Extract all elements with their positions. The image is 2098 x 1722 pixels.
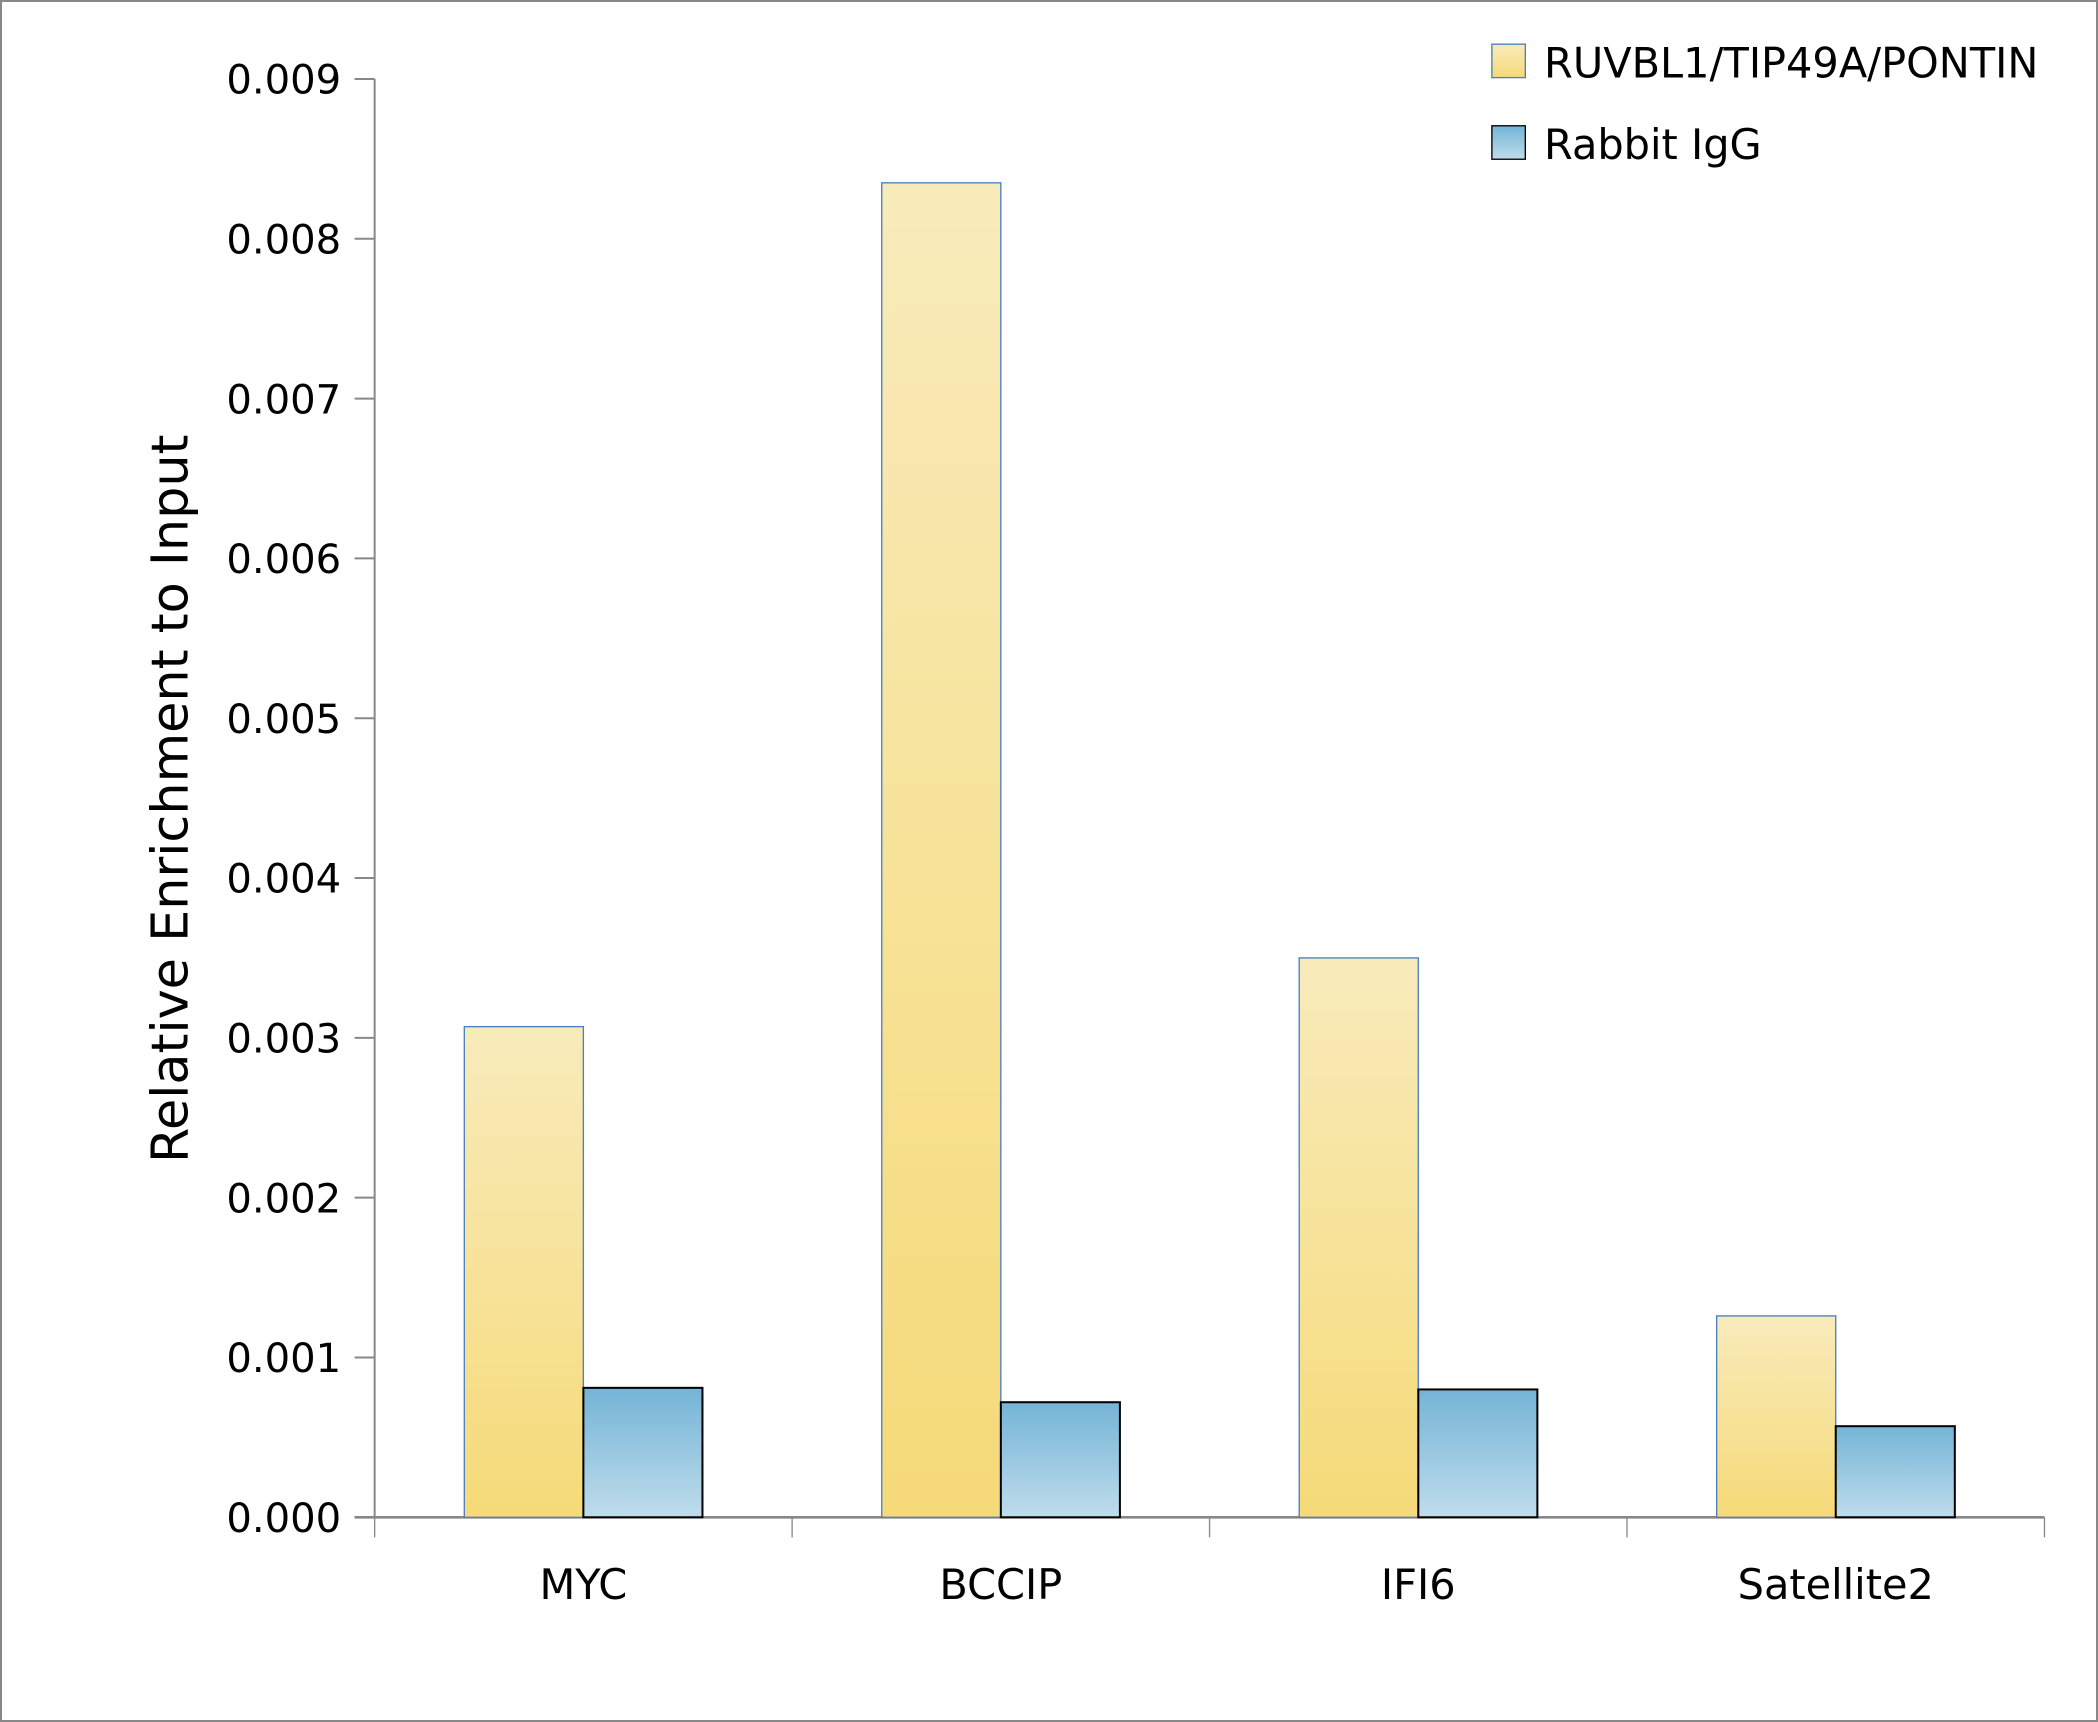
x-category-label: Satellite2: [1738, 1561, 1934, 1609]
legend-label-rabbit-igg: Rabbit IgG: [1544, 121, 1762, 169]
x-category-label: BCCIP: [939, 1561, 1062, 1609]
bar-myc-rabbit-igg: [582, 1386, 704, 1519]
y-tick-label: 0.009: [226, 58, 341, 104]
x-category-label: IFI6: [1381, 1561, 1456, 1609]
x-category-label: MYC: [539, 1561, 627, 1609]
bar-satellite2-rabbit-igg: [1834, 1425, 1956, 1519]
y-tick-label: 0.004: [226, 857, 341, 903]
bar-ifi6-ruvbl1: [1298, 957, 1419, 1518]
y-tick-label: 0.001: [226, 1336, 341, 1382]
legend-swatch-ruvbl1: [1491, 43, 1526, 79]
y-tick-label: 0.000: [226, 1496, 341, 1542]
bar-bccip-ruvbl1: [881, 182, 1002, 1518]
bar-ifi6-rabbit-igg: [1417, 1388, 1539, 1519]
y-tick-label: 0.005: [226, 697, 341, 743]
legend-swatch-rabbit-igg: [1491, 125, 1526, 160]
y-axis-label: Relative Enrichment to Input: [140, 435, 199, 1164]
legend-label-ruvbl1: RUVBL1/TIP49A/PONTIN: [1544, 40, 2038, 88]
bar-myc-ruvbl1: [463, 1025, 585, 1518]
legend: RUVBL1/TIP49A/PONTIN Rabbit IgG: [1491, 40, 2038, 169]
y-tick-label: 0.008: [226, 217, 341, 263]
y-tick-label: 0.002: [226, 1176, 341, 1222]
bar-bccip-rabbit-igg: [999, 1401, 1121, 1519]
y-tick-label: 0.003: [226, 1017, 341, 1063]
bar-satellite2-ruvbl1: [1715, 1315, 1837, 1518]
y-tick-label: 0.006: [226, 537, 341, 583]
y-tick-label: 0.007: [226, 377, 341, 423]
